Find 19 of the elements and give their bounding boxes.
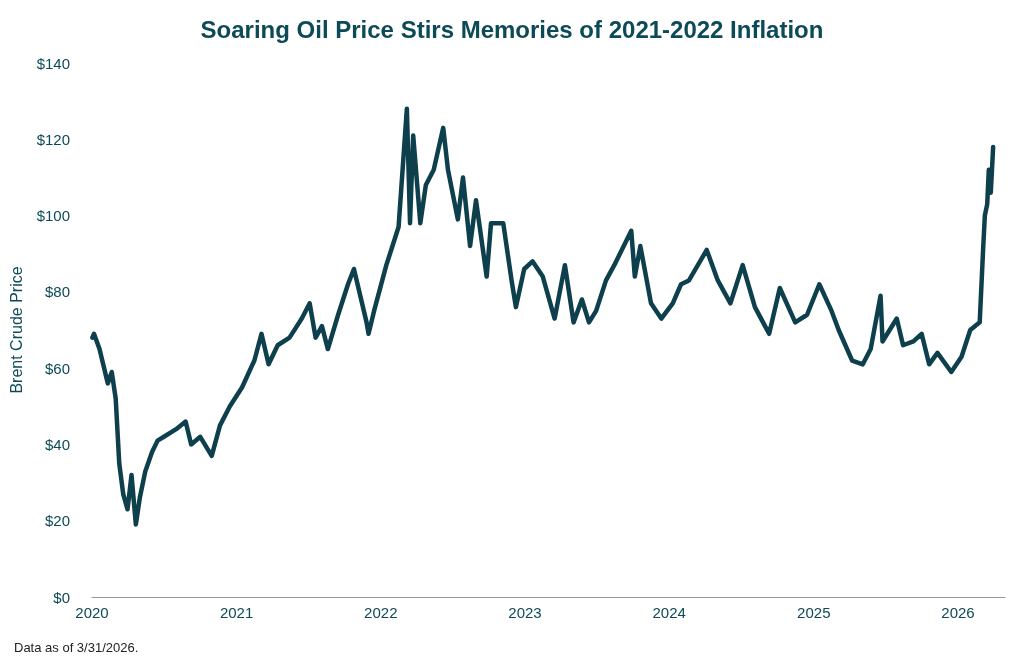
x-tick-label: 2024 (652, 604, 686, 621)
x-tick-label: 2022 (364, 604, 398, 621)
y-tick-label: $120 (36, 130, 70, 148)
y-tick-label: $60 (44, 359, 70, 377)
y-tick-label: $20 (44, 512, 70, 530)
text: Data as of 3/31/2026. (14, 640, 139, 655)
x-tick-label: 2026 (941, 604, 975, 621)
chart-title: Soaring Oil Price Stirs Memories of 2021-2022 Inflation (200, 15, 824, 43)
x-tick-label: 2021 (219, 604, 254, 621)
y-axis-title: Brent Crude Price (7, 266, 25, 394)
x-tick-label: 2020 (75, 604, 109, 621)
y-tick-label: $140 (36, 54, 70, 72)
y-tick-label: $80 (44, 283, 70, 301)
y-tick-label: $0 (53, 588, 70, 606)
y-tick-label: $100 (36, 207, 70, 225)
y-tick-label: $40 (44, 435, 70, 453)
x-tick-label: 2023 (508, 604, 542, 621)
x-tick-label: 2025 (797, 604, 831, 621)
line-series (90, 106, 996, 527)
